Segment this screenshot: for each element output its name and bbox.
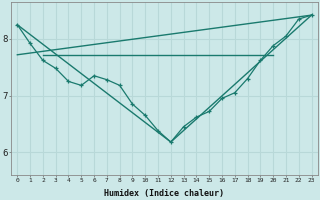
X-axis label: Humidex (Indice chaleur): Humidex (Indice chaleur) [104,189,224,198]
